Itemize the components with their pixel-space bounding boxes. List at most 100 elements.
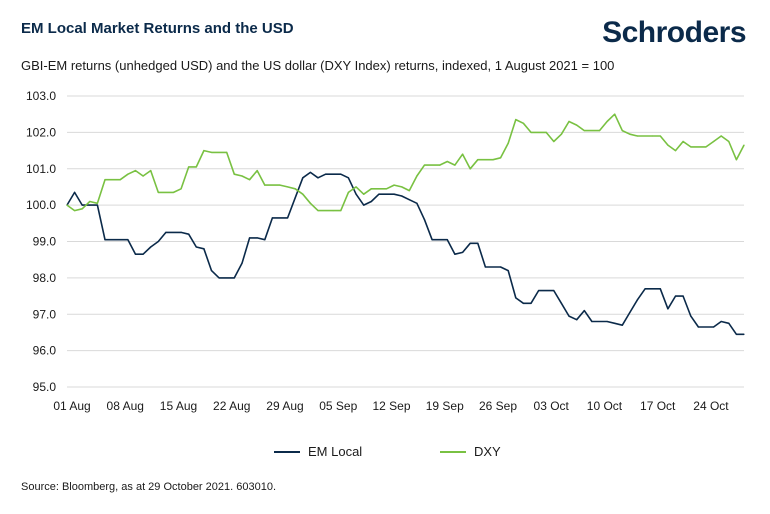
data-point: [264, 239, 266, 241]
data-point: [96, 204, 99, 206]
data-point: [423, 164, 426, 166]
data-point: [583, 310, 585, 312]
data-point: [279, 184, 281, 186]
legend-item-dxy: DXY: [440, 444, 501, 459]
data-point: [355, 193, 357, 195]
data-point: [134, 169, 137, 172]
chart-subtitle: GBI-EM returns (unhedged USD) and the US…: [21, 58, 615, 73]
x-tick-label: 05 Sep: [319, 399, 357, 413]
data-point: [248, 237, 251, 239]
data-point: [294, 197, 296, 199]
data-point: [606, 320, 608, 323]
data-point: [370, 200, 372, 203]
data-point: [363, 204, 365, 206]
data-point: [309, 171, 312, 173]
data-point: [393, 184, 395, 186]
series-line-em-local: [66, 171, 744, 336]
data-point: [507, 270, 509, 272]
series-lines: [66, 113, 745, 336]
data-point: [705, 146, 707, 148]
data-point: [538, 290, 540, 292]
data-point: [621, 129, 623, 132]
data-point: [256, 169, 258, 172]
y-tick-label: 96.0: [33, 344, 57, 358]
data-point: [598, 129, 601, 132]
data-point: [256, 237, 258, 239]
data-point: [157, 240, 159, 243]
data-point: [515, 297, 517, 299]
data-point: [454, 164, 456, 166]
data-point: [150, 169, 152, 172]
legend-label-dxy: DXY: [474, 444, 501, 459]
data-point: [591, 320, 593, 323]
x-tick-label: 01 Aug: [53, 399, 90, 413]
data-point: [317, 177, 319, 179]
data-point: [515, 119, 517, 121]
data-point: [195, 246, 197, 248]
data-point: [81, 208, 83, 210]
data-point: [165, 231, 167, 234]
data-point: [674, 149, 677, 152]
data-point: [735, 333, 737, 335]
y-tick-label: 101.0: [26, 162, 56, 176]
data-point: [393, 193, 395, 195]
x-tick-label: 12 Sep: [372, 399, 410, 413]
data-point: [621, 324, 623, 326]
data-point: [203, 149, 205, 152]
data-point: [530, 302, 532, 304]
x-tick-label: 22 Aug: [213, 399, 250, 413]
data-point: [264, 184, 266, 186]
x-tick-label: 15 Aug: [160, 399, 197, 413]
data-point: [674, 295, 677, 297]
data-point: [712, 326, 715, 328]
x-tick-label: 17 Oct: [640, 399, 676, 413]
data-point: [210, 270, 213, 272]
data-point: [195, 166, 197, 168]
legend-swatch-dxy: [440, 450, 466, 453]
data-point: [461, 153, 464, 155]
data-point: [347, 177, 350, 179]
data-point: [233, 173, 235, 175]
data-point: [188, 166, 190, 168]
data-point: [667, 144, 669, 146]
data-point: [568, 315, 570, 317]
x-tick-label: 29 Aug: [266, 399, 303, 413]
legend-item-em-local: EM Local: [274, 444, 362, 459]
data-point: [629, 133, 631, 135]
data-point: [522, 302, 525, 304]
data-point: [302, 193, 304, 195]
data-point: [484, 266, 486, 268]
data-point: [401, 186, 403, 188]
data-point: [499, 157, 502, 159]
data-point: [469, 242, 471, 244]
data-point: [332, 209, 334, 212]
data-point: [104, 239, 106, 241]
data-point: [743, 144, 745, 146]
data-point: [560, 302, 563, 304]
grid-lines: [67, 95, 744, 388]
data-point: [545, 131, 547, 133]
data-point: [317, 209, 319, 212]
schroders-logo: Schroders: [602, 16, 746, 49]
data-point: [553, 290, 555, 292]
data-point: [712, 140, 715, 143]
data-point: [477, 242, 479, 244]
data-point: [477, 159, 479, 161]
data-point: [697, 326, 699, 328]
data-point: [629, 311, 631, 314]
data-point: [248, 179, 251, 181]
data-point: [728, 140, 730, 143]
y-tick-label: 95.0: [33, 380, 57, 394]
y-tick-label: 102.0: [26, 125, 56, 139]
data-point: [233, 277, 235, 279]
data-point: [614, 322, 616, 324]
y-tick-label: 99.0: [33, 235, 57, 249]
data-point: [81, 204, 83, 206]
data-point: [119, 179, 121, 181]
data-point: [180, 188, 182, 190]
x-tick-label: 03 Oct: [534, 399, 570, 413]
data-point: [652, 135, 654, 137]
x-tick-label: 08 Aug: [107, 399, 144, 413]
data-point: [530, 131, 532, 133]
data-point: [355, 186, 357, 188]
